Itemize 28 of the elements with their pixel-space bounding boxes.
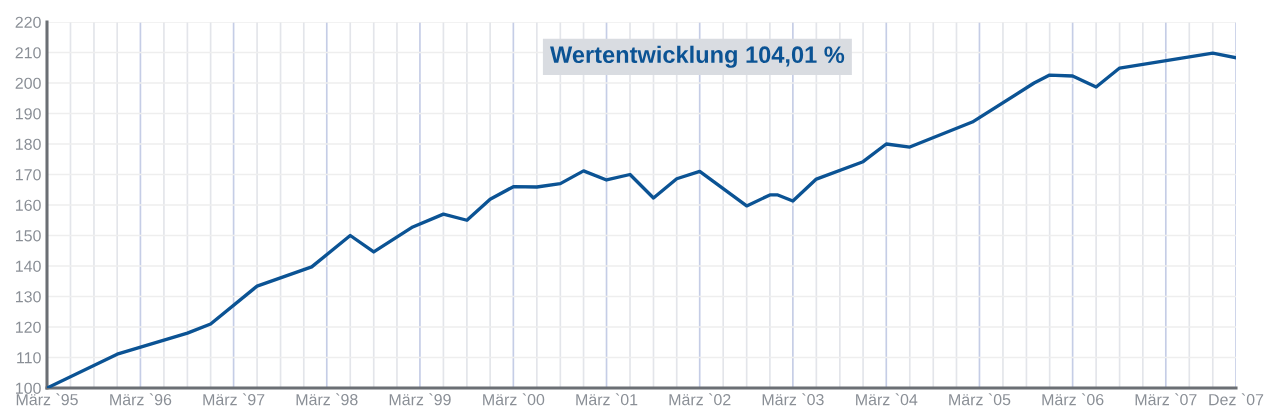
x-tick-label: März `07 bbox=[1135, 393, 1197, 406]
y-tick-label: 190 bbox=[16, 108, 41, 120]
y-tick-label: 130 bbox=[16, 291, 41, 303]
x-tick-label: März `98 bbox=[296, 393, 358, 406]
y-tick-label: 220 bbox=[15, 16, 41, 28]
y-tick-label: 180 bbox=[16, 138, 41, 150]
annotation: Wertentwicklung 104,01 % bbox=[550, 45, 845, 68]
x-tick-label: März `97 bbox=[203, 393, 265, 406]
x-tick-label: März `05 bbox=[949, 393, 1011, 406]
y-tick-label: 160 bbox=[16, 199, 41, 211]
x-tick-label: März `06 bbox=[1042, 393, 1104, 406]
y-tick-label: 140 bbox=[16, 260, 41, 272]
x-tick-label: März `01 bbox=[576, 393, 638, 406]
y-tick-label: 170 bbox=[16, 169, 41, 181]
x-tick-label: März `04 bbox=[856, 393, 918, 406]
y-tick-label: 210 bbox=[15, 47, 41, 59]
y-tick-label: 200 bbox=[15, 77, 41, 89]
x-tick-label: März `99 bbox=[389, 393, 451, 406]
y-tick-label: 110 bbox=[17, 352, 41, 364]
y-tick-label: 100 bbox=[16, 382, 41, 394]
x-tick-label: Dez `07 bbox=[1209, 393, 1264, 406]
x-tick-label: März `00 bbox=[483, 393, 545, 406]
x-tick-label: März `03 bbox=[762, 393, 824, 406]
x-tick-label: März `02 bbox=[669, 393, 731, 406]
x-tick-label: März `96 bbox=[110, 393, 172, 406]
x-tick-label: März `95 bbox=[16, 393, 78, 406]
y-tick-label: 120 bbox=[16, 321, 41, 333]
y-tick-label: 150 bbox=[16, 230, 41, 242]
